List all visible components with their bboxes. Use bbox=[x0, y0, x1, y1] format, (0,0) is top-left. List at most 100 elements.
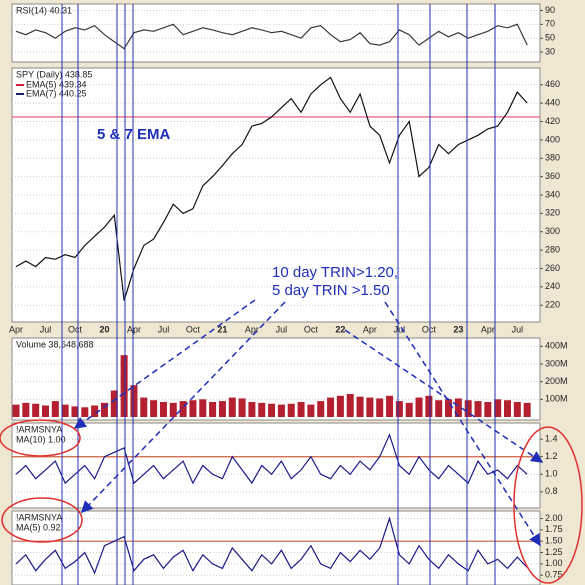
y-tick-label: 420 bbox=[545, 116, 560, 126]
bar bbox=[81, 407, 89, 417]
bar bbox=[376, 398, 384, 417]
bar bbox=[91, 405, 99, 417]
x-tick-label: 20 bbox=[99, 324, 109, 334]
y-tick-label: 280 bbox=[545, 244, 560, 254]
bar bbox=[140, 397, 148, 417]
bar bbox=[189, 400, 197, 417]
y-tick-label: 460 bbox=[545, 79, 560, 89]
x-tick-label: Jul bbox=[40, 324, 52, 334]
y-tick-label: 400 bbox=[545, 134, 560, 144]
y-tick-label: 200M bbox=[545, 376, 568, 386]
y-tick-label: 70 bbox=[545, 19, 555, 29]
panel-title: SPY (Daily) 438.85 bbox=[16, 69, 92, 79]
legend-label: EMA(5) 439.34 bbox=[26, 79, 87, 89]
bar bbox=[395, 401, 403, 417]
bar bbox=[277, 404, 285, 417]
bar bbox=[415, 397, 423, 417]
x-tick-label: Jul bbox=[394, 324, 406, 334]
bar bbox=[238, 398, 246, 417]
bar bbox=[199, 399, 207, 417]
y-tick-label: 1.75 bbox=[545, 524, 563, 534]
panel-subtitle: MA(5) 0.92 bbox=[16, 522, 61, 532]
bar bbox=[248, 401, 256, 417]
bar bbox=[513, 401, 521, 417]
x-tick-label: Apr bbox=[127, 324, 141, 334]
panel-subtitle: MA(10) 1.00 bbox=[16, 434, 66, 444]
y-tick-label: 100M bbox=[545, 394, 568, 404]
bar bbox=[317, 401, 325, 417]
x-tick-label: Jul bbox=[158, 324, 170, 334]
data-line bbox=[15, 76, 528, 301]
highlight-ellipses bbox=[0, 419, 583, 584]
y-tick-label: 2.00 bbox=[545, 513, 563, 523]
bar bbox=[120, 355, 128, 417]
bar bbox=[405, 402, 413, 417]
x-tick-label: Apr bbox=[363, 324, 377, 334]
bar bbox=[12, 404, 20, 417]
bar bbox=[366, 397, 374, 417]
panel-title: !ARMSNYA bbox=[16, 512, 62, 522]
x-tick-label: Jul bbox=[276, 324, 288, 334]
y-tick-label: 50 bbox=[545, 33, 555, 43]
y-tick-label: 1.4 bbox=[545, 434, 558, 444]
bar bbox=[159, 401, 167, 417]
y-tick-label: 1.25 bbox=[545, 547, 563, 557]
y-tick-label: 400M bbox=[545, 341, 568, 351]
bar bbox=[287, 403, 295, 417]
bar bbox=[523, 402, 531, 417]
y-tick-label: 1.0 bbox=[545, 469, 558, 479]
bar bbox=[445, 399, 453, 417]
legend-label: EMA(7) 440.25 bbox=[26, 88, 87, 98]
bar bbox=[356, 396, 364, 417]
bar bbox=[228, 397, 236, 417]
bar bbox=[258, 402, 266, 417]
bar bbox=[209, 401, 217, 417]
y-tick-label: 30 bbox=[545, 46, 555, 56]
x-tick-label: 22 bbox=[335, 324, 345, 334]
y-tick-label: 220 bbox=[545, 300, 560, 310]
bar bbox=[268, 403, 276, 417]
x-tick-label: Oct bbox=[304, 324, 319, 334]
bar bbox=[179, 401, 187, 417]
y-tick-label: 300M bbox=[545, 358, 568, 368]
bar bbox=[425, 395, 433, 417]
y-tick-label: 90 bbox=[545, 5, 555, 15]
bar bbox=[71, 406, 79, 417]
bar bbox=[307, 404, 315, 417]
panel bbox=[11, 422, 541, 509]
panel-title: RSI(14) 40.31 bbox=[16, 5, 72, 15]
annotation: 5 day TRIN >1.50 bbox=[272, 282, 390, 299]
data-line bbox=[15, 433, 528, 485]
x-tick-label: Jul bbox=[512, 324, 524, 334]
bar bbox=[454, 398, 462, 417]
x-tick-label: Apr bbox=[481, 324, 495, 334]
bar bbox=[464, 400, 472, 417]
bar bbox=[22, 402, 30, 417]
y-tick-label: 320 bbox=[545, 208, 560, 218]
y-tick-label: 380 bbox=[545, 153, 560, 163]
y-tick-label: 1.50 bbox=[545, 536, 563, 546]
annotation: 10 day TRIN>1.20, bbox=[272, 264, 398, 281]
annotation: 5 & 7 EMA bbox=[97, 126, 171, 143]
data-line bbox=[15, 516, 528, 575]
y-tick-label: 440 bbox=[545, 98, 560, 108]
x-tick-label: Apr bbox=[245, 324, 259, 334]
y-tick-label: 1.2 bbox=[545, 451, 558, 461]
x-tick-label: Oct bbox=[422, 324, 437, 334]
y-tick-label: 0.8 bbox=[545, 486, 558, 496]
panel bbox=[11, 510, 541, 585]
bar bbox=[504, 400, 511, 417]
bar bbox=[474, 401, 482, 417]
y-tick-label: 240 bbox=[545, 281, 560, 291]
bar bbox=[386, 395, 394, 417]
bar bbox=[130, 385, 138, 417]
bar bbox=[297, 401, 305, 417]
panel-title: !ARMSNYA bbox=[16, 424, 62, 434]
y-tick-label: 300 bbox=[545, 226, 560, 236]
y-tick-label: 360 bbox=[545, 171, 560, 181]
bar bbox=[51, 401, 59, 417]
y-tick-label: 1.00 bbox=[545, 558, 563, 568]
bar bbox=[100, 402, 108, 417]
bar bbox=[110, 390, 118, 417]
bar bbox=[61, 404, 69, 417]
